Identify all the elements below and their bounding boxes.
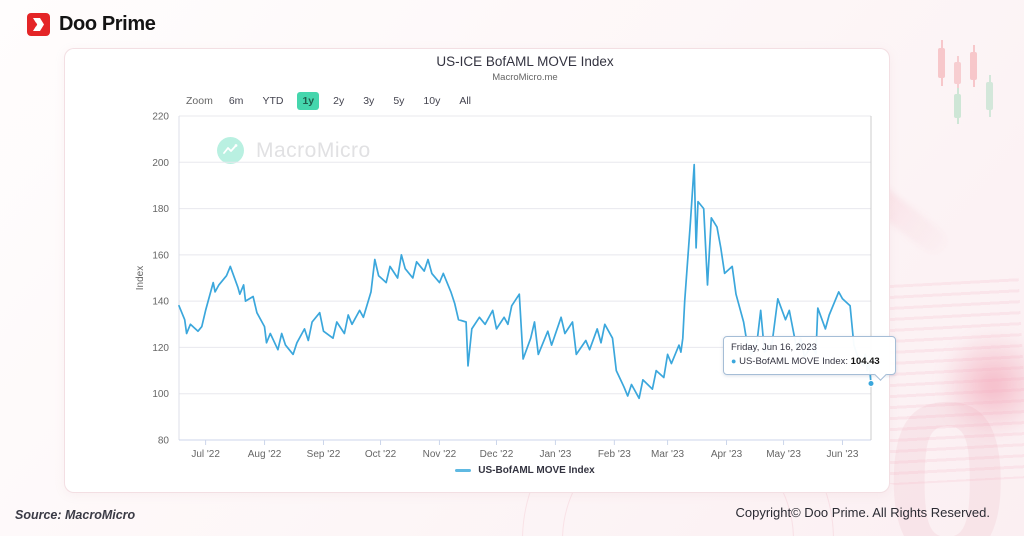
background-pink-blob — [938, 330, 1024, 440]
svg-text:May '23: May '23 — [766, 449, 801, 460]
range-button-5y[interactable]: 5y — [393, 95, 405, 107]
doo-prime-logo-icon — [27, 13, 50, 36]
chart-card: US-ICE BofAML MOVE Index MacroMicro.me Z… — [64, 48, 896, 493]
range-button-2y[interactable]: 2y — [333, 95, 345, 107]
legend-line-swatch — [455, 469, 472, 472]
macromicro-watermark: MacroMicro — [217, 137, 371, 164]
svg-text:160: 160 — [152, 250, 169, 261]
svg-text:Nov '22: Nov '22 — [423, 449, 457, 460]
source-credit: Source: MacroMicro — [15, 508, 136, 522]
plot-area[interactable]: 220 200 180 160 140 120 100 80 Jul '22 Aug '22 Sep… — [135, 112, 875, 460]
svg-text:80: 80 — [158, 436, 170, 447]
macromicro-watermark-text: MacroMicro — [256, 138, 371, 162]
move-index-line-chart[interactable]: 220 200 180 160 140 120 100 80 Jul '22 Aug '22 Sep… — [135, 112, 875, 460]
svg-text:Dec '22: Dec '22 — [480, 449, 514, 460]
background-candlestick-art — [932, 38, 1012, 138]
legend-item-move-index[interactable]: US-BofAML MOVE Index — [179, 465, 871, 476]
legend-label: US-BofAML MOVE Index — [478, 465, 595, 476]
range-selector: Zoom 6m YTD 1y 2y 3y 5y 10y All — [186, 92, 476, 110]
series-bullet-icon: ● — [731, 355, 737, 366]
svg-text:100: 100 — [152, 389, 169, 400]
tooltip-series-value: 104.43 — [850, 355, 880, 367]
svg-text:Apr '23: Apr '23 — [711, 449, 743, 460]
svg-text:200: 200 — [152, 158, 169, 169]
range-button-ytd[interactable]: YTD — [262, 95, 284, 107]
svg-text:180: 180 — [152, 204, 169, 215]
svg-text:Oct '22: Oct '22 — [365, 449, 397, 460]
svg-text:Jul '22: Jul '22 — [191, 449, 220, 460]
tooltip-series-label: US-BofAML MOVE Index: — [739, 355, 849, 367]
chart-tooltip: Friday, Jun 16, 2023 ● US-BofAML MOVE In… — [723, 336, 896, 381]
arrow-icon — [33, 18, 44, 31]
range-button-all[interactable]: All — [459, 95, 472, 107]
range-selector-label: Zoom — [186, 95, 213, 107]
svg-text:Mar '23: Mar '23 — [651, 449, 684, 460]
svg-text:Sep '22: Sep '22 — [307, 449, 341, 460]
copyright-notice: Copyright© Doo Prime. All Rights Reserve… — [735, 505, 990, 520]
svg-text:Jan '23: Jan '23 — [539, 449, 571, 460]
svg-text:220: 220 — [152, 112, 169, 123]
svg-text:Index: Index — [135, 266, 146, 290]
tooltip-date: Friday, Jun 16, 2023 — [731, 342, 817, 353]
range-button-10y[interactable]: 10y — [423, 95, 441, 107]
tooltip-series-row: ● US-BofAML MOVE Index: 104.43 — [731, 355, 888, 369]
svg-text:120: 120 — [152, 343, 169, 354]
tooltip-pointer — [874, 367, 887, 381]
background-stripes — [868, 278, 1024, 486]
svg-text:Feb '23: Feb '23 — [598, 449, 631, 460]
range-button-1y[interactable]: 1y — [297, 92, 320, 110]
chart-title: US-ICE BofAML MOVE Index — [436, 54, 614, 69]
range-button-3y[interactable]: 3y — [363, 95, 375, 107]
macromicro-watermark-icon — [217, 137, 244, 164]
svg-text:140: 140 — [152, 297, 169, 308]
svg-text:Jun '23: Jun '23 — [827, 449, 859, 460]
doo-prime-logo: Doo Prime — [27, 13, 156, 36]
doo-prime-logo-text: Doo Prime — [59, 13, 156, 35]
svg-text:Aug '22: Aug '22 — [248, 449, 282, 460]
range-button-6m[interactable]: 6m — [228, 95, 244, 107]
chart-subtitle: MacroMicro.me — [492, 72, 558, 83]
